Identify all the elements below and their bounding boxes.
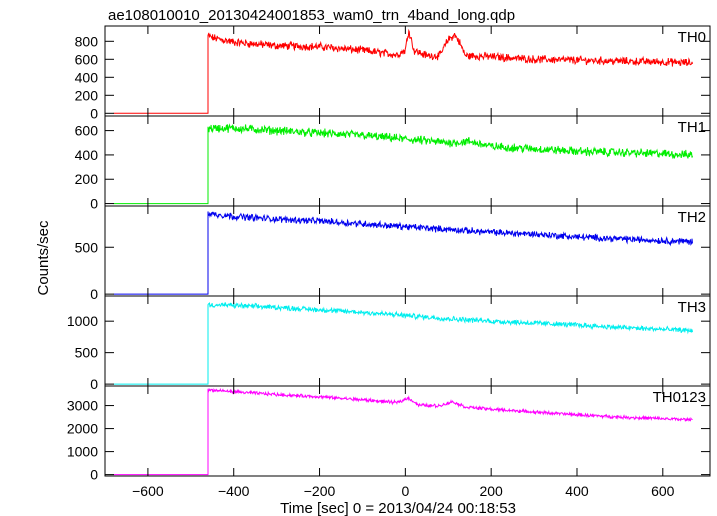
y-tick-label-th0123: 3000 — [67, 398, 98, 414]
lightcurve-th2 — [113, 211, 693, 295]
lightcurve-th0 — [113, 28, 693, 114]
y-tick-label-th1: 0 — [90, 196, 98, 212]
panel-th0: 0 200 400 600 800 TH0 — [75, 25, 711, 121]
panel-th2: 0 500 TH2 — [75, 205, 711, 302]
x-tick-label: 600 — [651, 483, 675, 499]
y-tick-label-th0123: 0 — [90, 467, 98, 483]
y-tick-label-th3: 500 — [75, 345, 99, 361]
y-tick-label-th0: 600 — [75, 51, 99, 67]
y-tick-label-th1: 200 — [75, 171, 99, 187]
x-tick-label: 200 — [479, 483, 503, 499]
panel-frame-th0123 — [104, 385, 711, 477]
panel-th1: 0 200 400 600 TH1 — [75, 115, 711, 212]
x-tick-label: −200 — [304, 483, 336, 499]
y-tick-label-th3: 1000 — [67, 313, 98, 329]
panel-label-th1: TH1 — [678, 119, 706, 136]
x-tick-label: −600 — [132, 483, 164, 499]
panel-label-th3: TH3 — [678, 299, 706, 316]
y-tick-label-th0: 800 — [75, 33, 99, 49]
y-tick-label-th0123: 1000 — [67, 444, 98, 460]
panel-label-th2: TH2 — [678, 209, 706, 226]
chart-title: ae108010010_20130424001853_wam0_trn_4ban… — [108, 7, 515, 24]
x-tick-label: 0 — [401, 483, 409, 499]
x-axis-label: Time [sec] 0 = 2013/04/24 00:18:53 — [280, 500, 516, 516]
y-tick-label-th0123: 2000 — [67, 421, 98, 437]
panel-frame-th1 — [104, 115, 711, 207]
y-tick-label-th0: 400 — [75, 69, 99, 85]
lightcurve-th1 — [113, 123, 693, 205]
lightcurve-th3 — [113, 301, 693, 385]
panel-frame-th3 — [104, 295, 711, 387]
panel-label-th0: TH0 — [678, 29, 706, 46]
y-tick-label-th1: 400 — [75, 147, 99, 163]
y-tick-label-th3: 0 — [90, 376, 98, 392]
y-tick-label-th0: 200 — [75, 87, 99, 103]
y-tick-label-th0: 0 — [90, 105, 98, 121]
y-tick-label-th2: 500 — [75, 239, 99, 255]
y-axis-label: Counts/sec — [35, 220, 52, 296]
x-tick-label: 400 — [565, 483, 589, 499]
panel-th0123: 0 1000 2000 3000 TH0123 — [67, 385, 711, 483]
panel-label-th0123: TH0123 — [653, 389, 706, 406]
x-tick-label: −400 — [218, 483, 250, 499]
panel-frame-th2 — [104, 205, 711, 297]
x-axis: −600 −400 −200 0 200 400 600 — [132, 483, 675, 499]
lightcurve-th0123 — [113, 387, 693, 476]
y-tick-label-th2: 0 — [90, 286, 98, 302]
panels-group: 0 200 400 600 800 TH0 0 200 400 600 TH1 0 500 TH2 0 500… — [67, 25, 711, 483]
panel-th3: 0 500 1000 TH3 — [67, 295, 711, 392]
y-tick-label-th1: 600 — [75, 123, 99, 139]
